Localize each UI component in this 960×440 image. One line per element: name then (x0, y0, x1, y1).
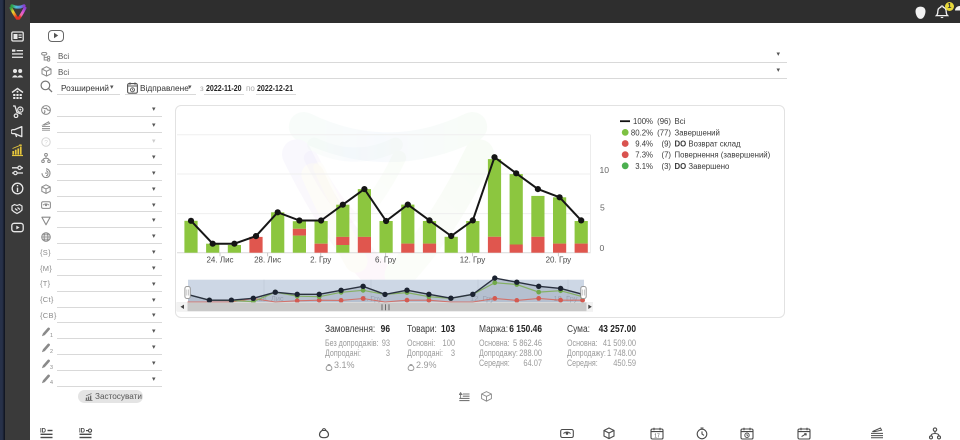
svg-text:2: 2 (50, 349, 53, 354)
svg-text:9.4%: 9.4% (635, 140, 653, 149)
svg-text:(96): (96) (657, 117, 671, 126)
svg-text:ID: ID (79, 429, 86, 435)
svg-text:2. Гру: 2. Гру (310, 256, 331, 265)
svg-text:4: 4 (50, 381, 53, 386)
svg-text:1: 1 (50, 333, 53, 338)
svg-text:12. Гру: 12. Гру (460, 256, 486, 265)
svg-text:20. Гру: 20. Гру (546, 256, 572, 265)
svg-text:28. Лис: 28. Лис (258, 294, 284, 303)
svg-text:28. Лис: 28. Лис (254, 256, 281, 265)
svg-text:12. Гру: 12. Гру (470, 294, 494, 303)
svg-text:(9): (9) (661, 140, 671, 149)
svg-text:0: 0 (600, 243, 605, 253)
svg-text:3.1%: 3.1% (635, 162, 653, 171)
svg-text:5: 5 (600, 203, 605, 213)
svg-text:ID: ID (40, 429, 47, 435)
svg-text:100%: 100% (633, 117, 653, 126)
svg-text:24. Лис: 24. Лис (206, 256, 233, 265)
svg-text:17: 17 (654, 434, 660, 440)
svg-text:10: 10 (600, 165, 610, 175)
svg-text:?: ? (44, 139, 48, 146)
svg-text:7.3%: 7.3% (635, 151, 653, 160)
svg-text:3: 3 (50, 365, 53, 370)
svg-text:Всі: Всі (675, 117, 686, 126)
svg-text:(3): (3) (661, 162, 671, 171)
svg-text:80.2%: 80.2% (631, 128, 653, 137)
svg-text:(7): (7) (661, 151, 671, 160)
svg-text:DO Возврат склад: DO Возврат склад (675, 140, 742, 149)
svg-text:5. Гру: 5. Гру (362, 294, 382, 303)
svg-text:Завершений: Завершений (675, 128, 720, 137)
svg-text:DO Завершено: DO Завершено (675, 162, 731, 171)
svg-text:Повернення (завершений): Повернення (завершений) (675, 151, 771, 160)
svg-text:18. Гру: 18. Гру (554, 294, 578, 303)
svg-text:6. Гру: 6. Гру (375, 256, 396, 265)
svg-text:(77): (77) (657, 128, 671, 137)
